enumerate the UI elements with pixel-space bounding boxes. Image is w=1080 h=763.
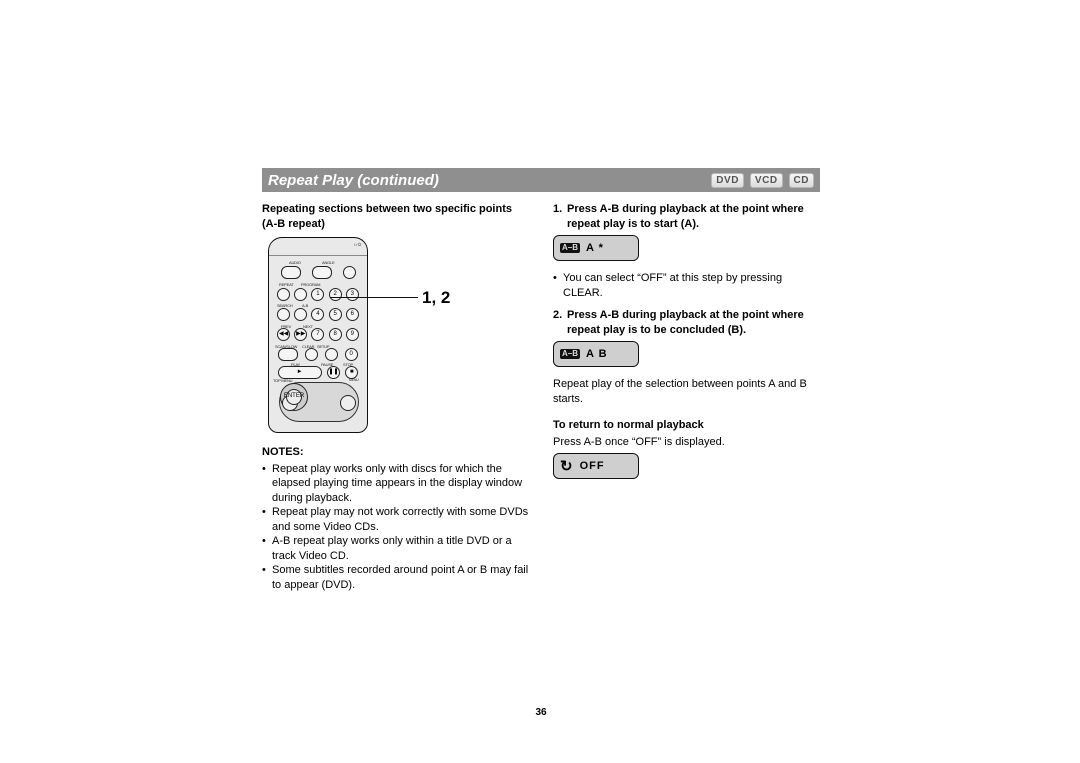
step-1: 1. Press A-B during playback at the poin… [553, 202, 820, 231]
audio-label: AUDIO [289, 260, 301, 265]
num-6: 6 [346, 308, 359, 321]
enter-button: ENTER [286, 389, 302, 405]
left-column: Repeating sections between two specific … [262, 202, 529, 592]
osd-a-star: A–B A * [553, 235, 639, 261]
audio-button [281, 266, 301, 279]
num-1: 1 [311, 288, 324, 301]
callout-line [330, 297, 418, 298]
power-button [343, 266, 356, 279]
page-title: Repeat Play (continued) [262, 172, 439, 189]
nav-ring: ENTER [279, 382, 359, 422]
step-1-note: • You can select “OFF” at this step by p… [553, 271, 820, 300]
repeat-label: REPEAT [279, 282, 294, 287]
ab-chip-icon: A–B [560, 349, 580, 360]
title-bar: Repeat Play (continued) DVD VCD CD [262, 168, 820, 192]
remote-illustration: I / ⏻ AUDIO ANGLE REPEAT PROGRAM 1 2 [262, 237, 529, 435]
note-item: • A-B repeat play works only within a ti… [262, 534, 529, 563]
return-body: Press A-B once “OFF” is displayed. [553, 435, 820, 450]
ab-button [294, 308, 307, 321]
notes-heading: NOTES: [262, 445, 529, 460]
ab-chip-icon: A–B [560, 243, 580, 254]
badge-vcd: VCD [750, 173, 783, 188]
badge-dvd: DVD [711, 173, 744, 188]
num-8: 8 [329, 328, 342, 341]
step-2-result: Repeat play of the selection between poi… [553, 377, 820, 406]
note-item: • Some subtitles recorded around point A… [262, 563, 529, 592]
num-9: 9 [346, 328, 359, 341]
remote-body: I / ⏻ AUDIO ANGLE REPEAT PROGRAM 1 2 [268, 237, 368, 433]
search-button [277, 308, 290, 321]
angle-button [312, 266, 332, 279]
right-column: 1. Press A-B during playback at the poin… [553, 202, 820, 592]
num-0: 0 [345, 348, 358, 361]
note-item: • Repeat play may not work correctly wit… [262, 505, 529, 534]
num-4: 4 [311, 308, 324, 321]
badge-cd: CD [789, 173, 814, 188]
osd-a-b: A–B A B [553, 341, 639, 367]
angle-label: ANGLE [322, 260, 335, 265]
notes-list: • Repeat play works only with discs for … [262, 462, 529, 593]
num-7: 7 [311, 328, 324, 341]
num-3: 3 [346, 288, 359, 301]
clear-button [305, 348, 318, 361]
step-2: 2. Press A-B during playback at the poin… [553, 308, 820, 337]
disc-badges: DVD VCD CD [711, 173, 820, 188]
num-5: 5 [329, 308, 342, 321]
power-label: I / ⏻ [354, 242, 361, 247]
left-heading: Repeating sections between two specific … [262, 202, 529, 231]
manual-page: Repeat Play (continued) DVD VCD CD Repea… [262, 168, 820, 722]
return-heading: To return to normal playback [553, 418, 820, 433]
setup-button [325, 348, 338, 361]
osd-off: ↻ OFF [553, 453, 639, 479]
pause-button: ❚❚ [327, 366, 340, 379]
next-button: ▶▶ [294, 328, 307, 341]
num-2: 2 [329, 288, 342, 301]
program-button [294, 288, 307, 301]
repeat-button [277, 288, 290, 301]
prev-button: ◀◀ [277, 328, 290, 341]
cycle-icon: ↻ [560, 459, 574, 474]
scan-button [278, 348, 298, 361]
callout-ref: 1, 2 [422, 287, 450, 309]
program-label: PROGRAM [301, 282, 320, 287]
two-column-body: Repeating sections between two specific … [262, 202, 820, 592]
note-item: • Repeat play works only with discs for … [262, 462, 529, 506]
menu-label: MENU [349, 378, 359, 383]
page-number: 36 [262, 707, 820, 718]
